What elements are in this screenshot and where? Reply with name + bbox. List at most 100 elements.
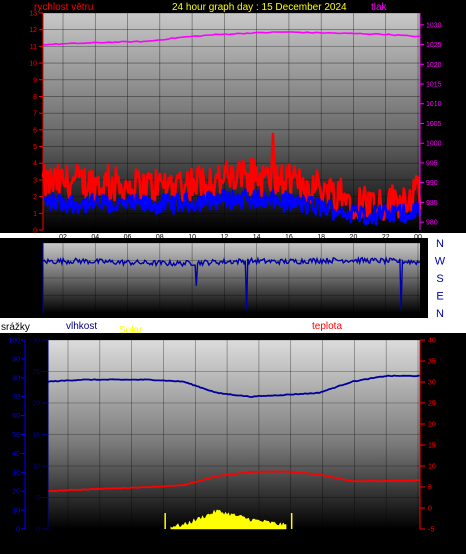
x-tick-label: 00 <box>414 234 422 241</box>
temperature-label: teplota <box>312 321 342 332</box>
compass-label: N <box>436 308 444 320</box>
left-tick-label: 11 <box>30 44 37 51</box>
direction-tick-label: 360 <box>27 241 39 248</box>
solar-area <box>170 509 287 530</box>
humidity-tick-label: 0 <box>36 527 40 534</box>
rain-label: srážky <box>1 322 30 333</box>
temperature-tick-label: 10 <box>428 464 436 471</box>
rain-tick-label: 20 <box>12 489 20 496</box>
chart-title: 24 hour graph day : 15 December 2024 <box>172 2 347 13</box>
x-tick-label: 14 <box>253 234 261 241</box>
x-tick-label: 00 <box>414 539 422 546</box>
right-tick-label: 1030 <box>426 22 442 29</box>
rain-tick-label: 70 <box>12 394 20 401</box>
right-tick-label: 980 <box>426 220 438 227</box>
humidity-tick-label: 5 <box>36 495 40 502</box>
right-tick-label: 990 <box>426 180 438 187</box>
humidity-tick-label: 25 <box>32 369 40 376</box>
x-tick-label: 04 <box>91 234 99 241</box>
x-tick-label: 08 <box>160 539 168 546</box>
direction-tick-label: 270 <box>27 258 39 265</box>
temperature-tick-label: -5 <box>428 527 434 534</box>
direction-tick-label: 0 <box>35 311 39 318</box>
humidity-tick-label: 15 <box>32 432 40 439</box>
humidity-tick-label: 30 <box>32 338 40 345</box>
temperature-tick-label: 0 <box>428 506 432 513</box>
x-tick-label: 08 <box>156 234 164 241</box>
x-tick-label: 06 <box>124 234 132 241</box>
x-tick-label: 12 <box>223 539 231 546</box>
bottom-grid <box>48 339 420 530</box>
pressure-line <box>42 31 421 46</box>
left-tick-label: 2 <box>33 194 37 201</box>
solar-label: Solar <box>119 325 143 336</box>
pressure-label: tlak <box>371 2 388 13</box>
left-tick-label: 9 <box>33 77 37 84</box>
temperature-tick-label: 40 <box>428 338 436 345</box>
right-tick-label: 1020 <box>426 62 442 69</box>
rain-tick-label: 40 <box>12 451 20 458</box>
left-tick-label: 8 <box>33 94 37 101</box>
x-tick-label: 10 <box>191 539 199 546</box>
compass-label: W <box>435 256 446 268</box>
compass-label: N <box>436 238 444 250</box>
temperature-line <box>47 470 420 493</box>
wind-speed-label: rychlost větru <box>34 2 93 13</box>
left-tick-label: 12 <box>29 27 37 34</box>
left-tick-label: 4 <box>33 161 37 168</box>
direction-tick-label: 180 <box>27 276 39 283</box>
wind-gust-line <box>41 132 422 221</box>
rain-tick-label: 0 <box>16 527 20 534</box>
x-tick-label: 10 <box>188 234 196 241</box>
x-tick-label: 04 <box>96 539 104 546</box>
top-series <box>41 31 422 226</box>
left-tick-label: 1 <box>33 211 37 218</box>
x-tick-label: 02 <box>59 234 67 241</box>
x-tick-label: 18 <box>317 234 325 241</box>
left-tick-label: 3 <box>33 177 37 184</box>
temperature-tick-label: 35 <box>428 359 436 366</box>
rain-tick-label: 10 <box>12 508 20 515</box>
sun-set-label: Sun/Set <box>278 539 303 546</box>
direction-tick-label: 90 <box>31 293 39 300</box>
x-tick-label: 16 <box>285 234 293 241</box>
x-tick-label: 20 <box>350 539 358 546</box>
right-tick-label: 1015 <box>426 82 442 89</box>
x-tick-label: 02 <box>64 539 72 546</box>
x-tick-label: 12 <box>220 234 228 241</box>
left-tick-label: 6 <box>33 127 37 134</box>
rain-tick-label: 80 <box>12 375 20 382</box>
bottom-series <box>47 374 421 530</box>
temperature-tick-label: 30 <box>428 380 436 387</box>
rain-tick-label: 30 <box>12 470 20 477</box>
left-tick-label: 5 <box>33 144 37 151</box>
compass-label: E <box>436 291 443 303</box>
left-tick-label: 0 <box>33 228 37 235</box>
humidity-line <box>47 374 421 398</box>
x-tick-label: 18 <box>319 539 327 546</box>
right-tick-label: 1005 <box>426 121 442 128</box>
temperature-tick-label: 15 <box>428 443 436 450</box>
wind-average-line <box>42 188 422 226</box>
humidity-label: vlhkost <box>66 321 97 332</box>
rain-tick-label: 50 <box>12 432 20 439</box>
temperature-tick-label: 5 <box>428 485 432 492</box>
rain-tick-label: 90 <box>12 356 20 363</box>
x-tick-label: 20 <box>350 234 358 241</box>
x-tick-label: 14 <box>255 539 263 546</box>
right-tick-label: 1025 <box>426 42 442 49</box>
middle-series <box>42 255 421 311</box>
left-tick-label: 7 <box>33 111 37 118</box>
x-tick-label: 22 <box>382 539 390 546</box>
left-tick-label: 13 <box>29 11 37 18</box>
compass-label: S <box>436 273 443 285</box>
right-tick-label: 985 <box>426 200 438 207</box>
axis-ticks: 0123456789101112139809859909951000100510… <box>8 11 445 547</box>
right-tick-label: 1000 <box>426 141 442 148</box>
humidity-tick-label: 10 <box>32 464 40 471</box>
right-tick-label: 995 <box>426 160 438 167</box>
wind-direction-line <box>42 255 421 311</box>
temperature-tick-label: 20 <box>428 422 436 429</box>
